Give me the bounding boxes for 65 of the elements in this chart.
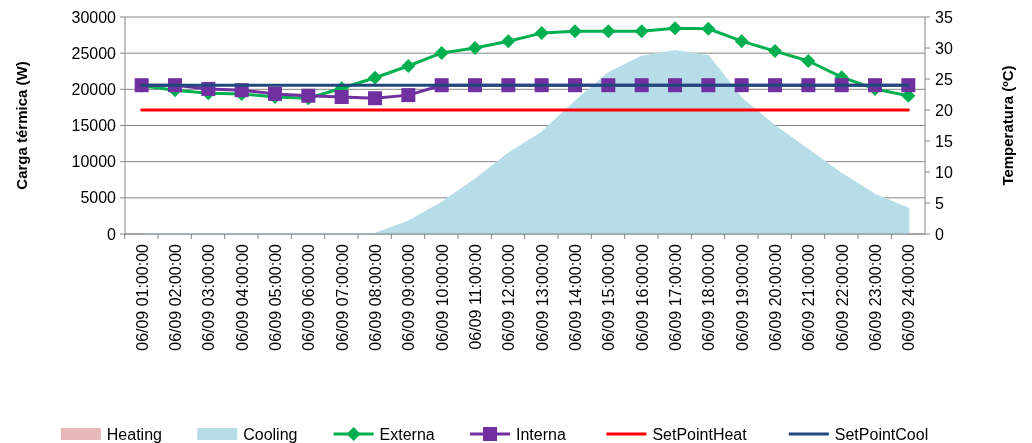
y-tick-label: 25000	[71, 44, 117, 62]
y2-tick-label: 15	[935, 132, 953, 150]
x-tick-label: 06/09 21:00:00	[800, 243, 818, 351]
point	[368, 70, 382, 85]
point	[401, 58, 416, 73]
x-tick-label: 06/09 03:00:00	[200, 243, 218, 351]
point	[634, 24, 649, 39]
point	[501, 34, 516, 49]
y2-axis-title: Temperatura (ºC)	[999, 65, 1016, 186]
legend-label: Externa	[379, 425, 435, 443]
y-tick-label: 15000	[71, 117, 117, 135]
x-tick-label: 06/09 23:00:00	[867, 243, 884, 351]
legend-label: Cooling	[243, 425, 298, 443]
point	[568, 24, 582, 39]
x-tick-label: 06/09 05:00:00	[267, 243, 284, 351]
point	[668, 21, 682, 36]
legend-label: Heating	[106, 425, 162, 443]
y-tick-label: 20000	[71, 80, 117, 98]
x-tick-label: 06/09 04:00:00	[233, 243, 251, 351]
x-tick-label: 06/09 02:00:00	[167, 243, 184, 351]
point	[701, 21, 716, 36]
point	[368, 91, 382, 106]
point	[468, 41, 482, 55]
x-tick-label: 06/09 15:00:00	[600, 243, 618, 351]
y-tick-label: 30000	[71, 8, 117, 26]
y2-tick-label: 20	[935, 101, 953, 119]
y-tick-label: 5000	[80, 189, 117, 207]
x-tick-label: 06/09 24:00:00	[900, 243, 918, 351]
legend-label: SetPointCool	[834, 425, 929, 443]
x-tick-label: 06/09 06:00:00	[300, 243, 318, 351]
y2-tick-label: 35	[935, 8, 953, 26]
x-tick-label: 06/09 20:00:00	[767, 243, 784, 351]
x-tick-label: 06/09 01:00:00	[133, 243, 151, 351]
x-tick-label: 06/09 08:00:00	[367, 243, 384, 351]
x-tick-label: 06/09 14:00:00	[567, 243, 584, 351]
x-tick-label: 06/09 12:00:00	[500, 243, 518, 351]
point	[434, 45, 449, 60]
y2-tick-label: 0	[935, 225, 944, 243]
x-tick-label: 06/09 19:00:00	[733, 243, 751, 351]
y-tick-label: 10000	[71, 153, 117, 171]
y2-tick-label: 30	[935, 39, 953, 57]
y-tick-label: 0	[107, 225, 117, 243]
point	[801, 54, 816, 69]
x-tick-label: 06/09 09:00:00	[400, 243, 418, 351]
y-axis-title: Carga térmica (W)	[13, 61, 30, 190]
legend-label: SetPointHeat	[652, 425, 748, 443]
point	[768, 44, 782, 59]
x-tick-label: 06/09 17:00:00	[667, 243, 684, 351]
legend-label: Interna	[516, 425, 566, 443]
x-tick-label: 06/09 18:00:00	[700, 243, 718, 351]
x-tick-label: 06/09 16:00:00	[633, 243, 651, 351]
y2-tick-label: 25	[935, 70, 953, 88]
point	[534, 26, 549, 41]
y2-tick-label: 5	[935, 194, 944, 212]
x-tick-label: 06/09 07:00:00	[333, 243, 351, 351]
x-tick-label: 06/09 11:00:00	[467, 243, 484, 350]
x-tick-label: 06/09 10:00:00	[433, 243, 451, 351]
point	[734, 34, 749, 49]
point	[401, 88, 416, 103]
y2-tick-label: 10	[935, 163, 953, 181]
x-tick-label: 06/09 22:00:00	[833, 243, 851, 351]
x-tick-label: 06/09 13:00:00	[533, 243, 551, 351]
point	[268, 86, 282, 101]
point	[334, 89, 349, 104]
point	[601, 24, 616, 39]
